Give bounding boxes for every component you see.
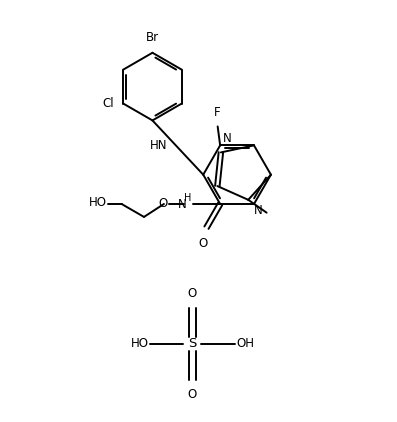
Text: O: O (188, 388, 197, 400)
Text: S: S (188, 337, 197, 350)
Text: N: N (224, 133, 232, 146)
Text: O: O (159, 197, 168, 211)
Text: HN: HN (149, 138, 167, 151)
Text: OH: OH (236, 337, 254, 350)
Text: N: N (254, 204, 263, 217)
Text: O: O (199, 237, 208, 250)
Text: HO: HO (89, 197, 107, 209)
Text: Cl: Cl (102, 97, 114, 110)
Text: F: F (214, 106, 221, 119)
Text: H: H (185, 193, 192, 203)
Text: O: O (188, 287, 197, 300)
Text: HO: HO (131, 337, 148, 350)
Text: Br: Br (146, 31, 159, 44)
Text: N: N (178, 198, 187, 211)
